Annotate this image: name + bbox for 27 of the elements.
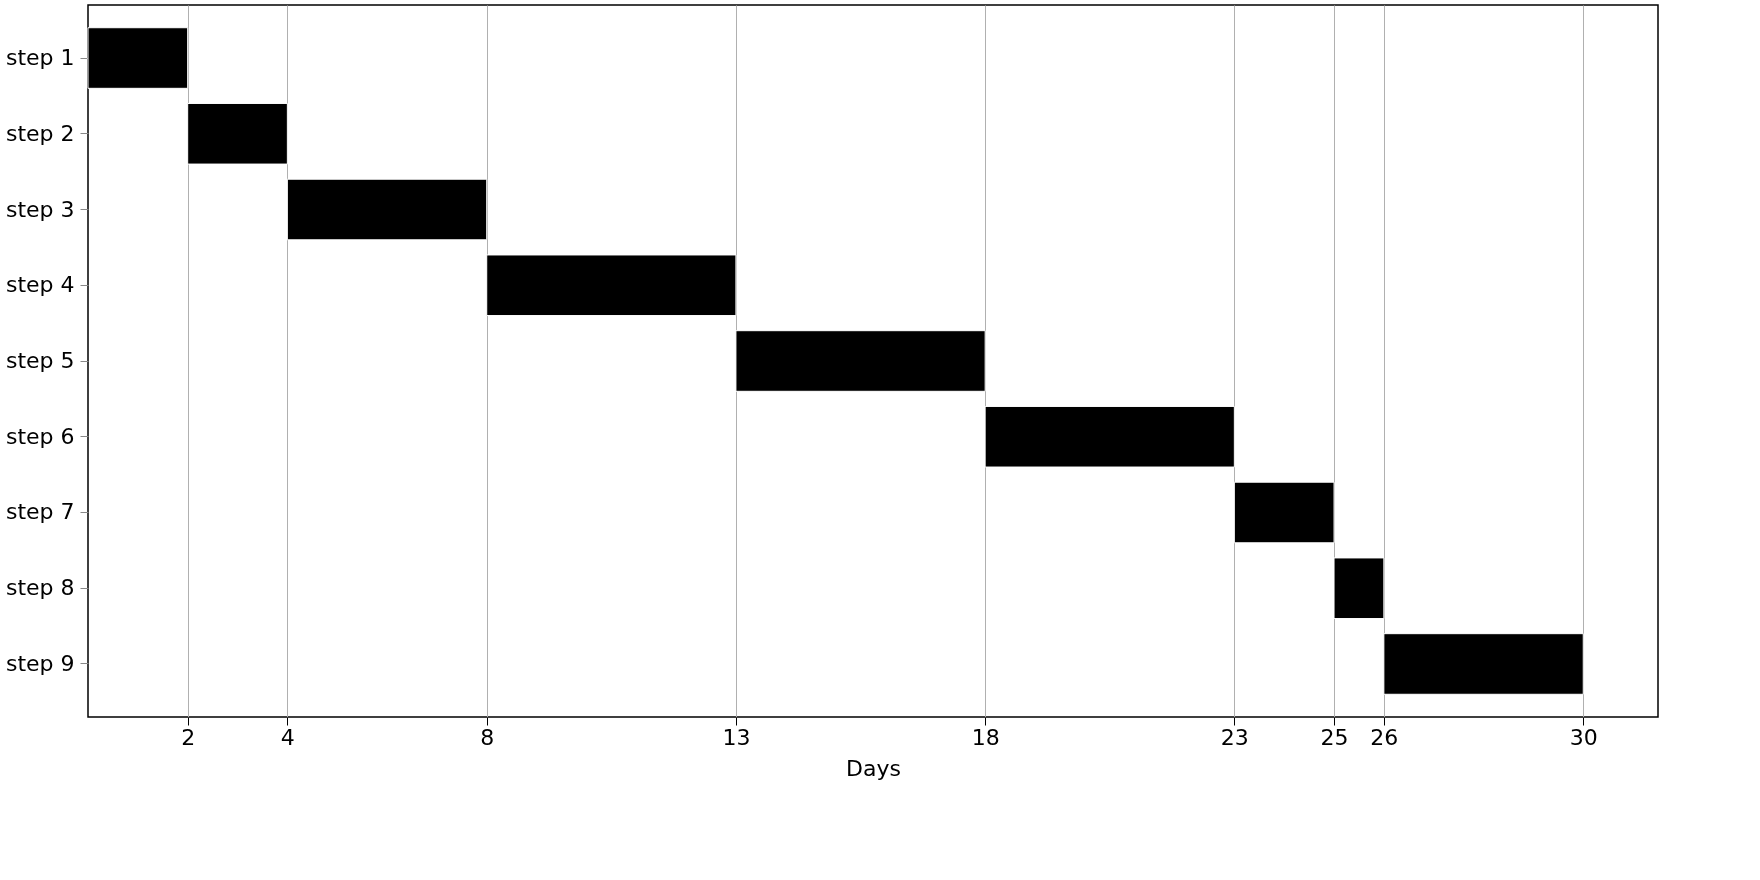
x-tick-label: 26	[1370, 724, 1399, 750]
y-tick-label: step 8	[5, 575, 75, 601]
y-tick-label: step 9	[5, 650, 75, 676]
bar	[1233, 481, 1335, 544]
bar	[286, 178, 488, 241]
x-tick-label: 13	[722, 724, 751, 750]
y-tick-label: step 6	[5, 423, 75, 449]
y-tick-label: step 5	[5, 348, 75, 373]
bar	[1383, 633, 1584, 695]
x-axis-title: Days	[846, 755, 901, 781]
x-tick-label: 18	[971, 724, 1000, 750]
x-tick-label: 30	[1569, 724, 1598, 750]
y-tick-label: step 4	[5, 272, 75, 298]
y-tick-label: step 1	[5, 45, 75, 71]
x-tick-label: 2	[181, 724, 196, 750]
bar	[1333, 557, 1385, 620]
y-tick-label: step 2	[5, 120, 75, 146]
y-tick-label: step 3	[5, 196, 75, 222]
bar	[735, 330, 986, 392]
x-tick-label: 23	[1220, 724, 1249, 750]
bar	[984, 405, 1235, 468]
bar	[486, 254, 737, 317]
x-tick-label: 25	[1320, 724, 1349, 750]
bar	[187, 102, 288, 165]
x-tick-label: 4	[280, 724, 295, 750]
y-tick-label: step 7	[5, 499, 75, 525]
x-tick-label: 8	[480, 724, 495, 750]
